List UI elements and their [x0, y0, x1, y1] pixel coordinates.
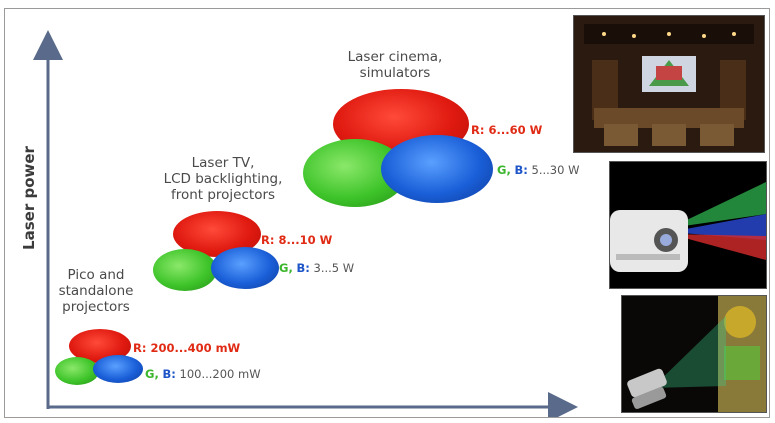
- title-line: Pico and: [67, 267, 125, 283]
- title-line: simulators: [359, 65, 431, 81]
- blue-laser-blob: [93, 355, 143, 383]
- cinema-gb-power: G, B: 5...30 W: [497, 163, 579, 177]
- gb-power-value: 5...30 W: [531, 163, 580, 177]
- green-label: G,: [497, 163, 511, 177]
- blue-laser-blob: [211, 247, 279, 289]
- green-label: G,: [279, 261, 293, 275]
- tv-gb-power: G, B: 3...5 W: [279, 261, 354, 275]
- title-line: standalone: [58, 283, 134, 299]
- laser-projector-photo: [609, 161, 767, 289]
- green-label: G,: [145, 367, 159, 381]
- laser-projector-illustration: [610, 162, 766, 288]
- red-power-value: R: 200...400 mW: [133, 341, 241, 355]
- gb-power-value: 3...5 W: [313, 261, 355, 275]
- pico-projector-phone-photo: [621, 295, 767, 413]
- red-power-value: R: 8...10 W: [261, 233, 333, 247]
- pico-gb-power: G, B: 100...200 mW: [145, 367, 261, 381]
- pico-projector-illustration: [622, 296, 766, 412]
- title-line: Laser cinema,: [347, 49, 443, 65]
- title-line: projectors: [62, 299, 130, 315]
- y-axis-label: Laser power: [20, 146, 38, 250]
- green-laser-blob: [153, 249, 217, 291]
- gb-power-value: 100...200 mW: [179, 367, 261, 381]
- axes: [33, 30, 578, 417]
- blue-label: B:: [514, 163, 528, 177]
- home-cinema-photo: [573, 15, 765, 153]
- title-line: front projectors: [170, 187, 276, 203]
- home-cinema-illustration: [574, 16, 764, 152]
- blue-label: B:: [296, 261, 310, 275]
- cinema-red-power: R: 6...60 W: [471, 123, 542, 137]
- red-power-value: R: 6...60 W: [471, 123, 543, 137]
- group-cinema-title: Laser cinema, simulators: [325, 49, 465, 81]
- diagram-frame: Laser power Pico and standalone projecto…: [4, 8, 770, 418]
- group-tv-title: Laser TV, LCD backlighting, front projec…: [153, 155, 293, 203]
- title-line: LCD backlighting,: [163, 171, 283, 187]
- title-line: Laser TV,: [191, 155, 255, 171]
- blue-label: B:: [162, 367, 176, 381]
- tv-red-power: R: 8...10 W: [261, 233, 332, 247]
- blue-laser-blob: [381, 135, 493, 203]
- green-laser-blob: [55, 357, 99, 385]
- group-pico-title: Pico and standalone projectors: [47, 267, 145, 315]
- pico-red-power: R: 200...400 mW: [133, 341, 240, 355]
